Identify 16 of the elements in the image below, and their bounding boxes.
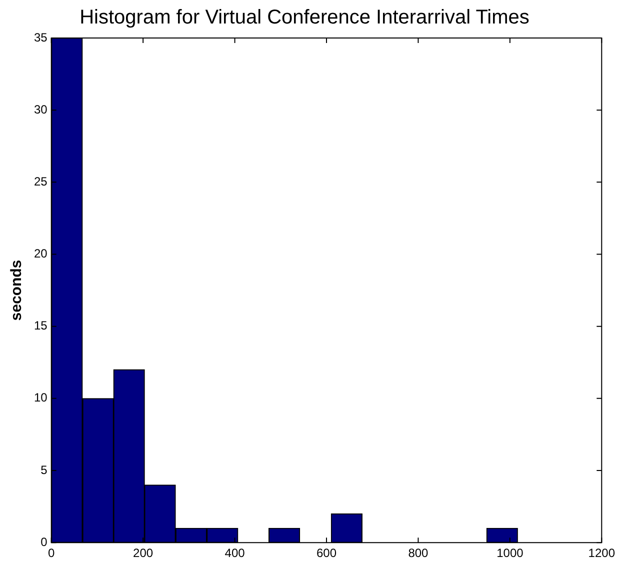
y-tick-label: 20 — [34, 246, 48, 261]
y-tick-label: 0 — [40, 534, 48, 549]
y-tick-label: 5 — [40, 462, 48, 477]
x-tick-label: 1000 — [496, 546, 524, 560]
y-axis-title: seconds — [8, 260, 26, 321]
x-tick-label: 200 — [133, 546, 154, 560]
x-tick-label: 400 — [224, 546, 246, 560]
y-tick-label: 15 — [34, 318, 48, 333]
x-tick-label: 600 — [316, 546, 337, 560]
x-tick-label: 800 — [408, 546, 429, 560]
y-tick-label: 35 — [34, 30, 48, 44]
y-tick-label: 25 — [34, 174, 48, 188]
chart-title: Histogram for Virtual Conference Interarrival Times — [80, 6, 530, 29]
x-tick-label: 1200 — [588, 546, 616, 560]
y-tick-label: 10 — [34, 390, 48, 405]
y-tick-label: 30 — [34, 102, 48, 116]
